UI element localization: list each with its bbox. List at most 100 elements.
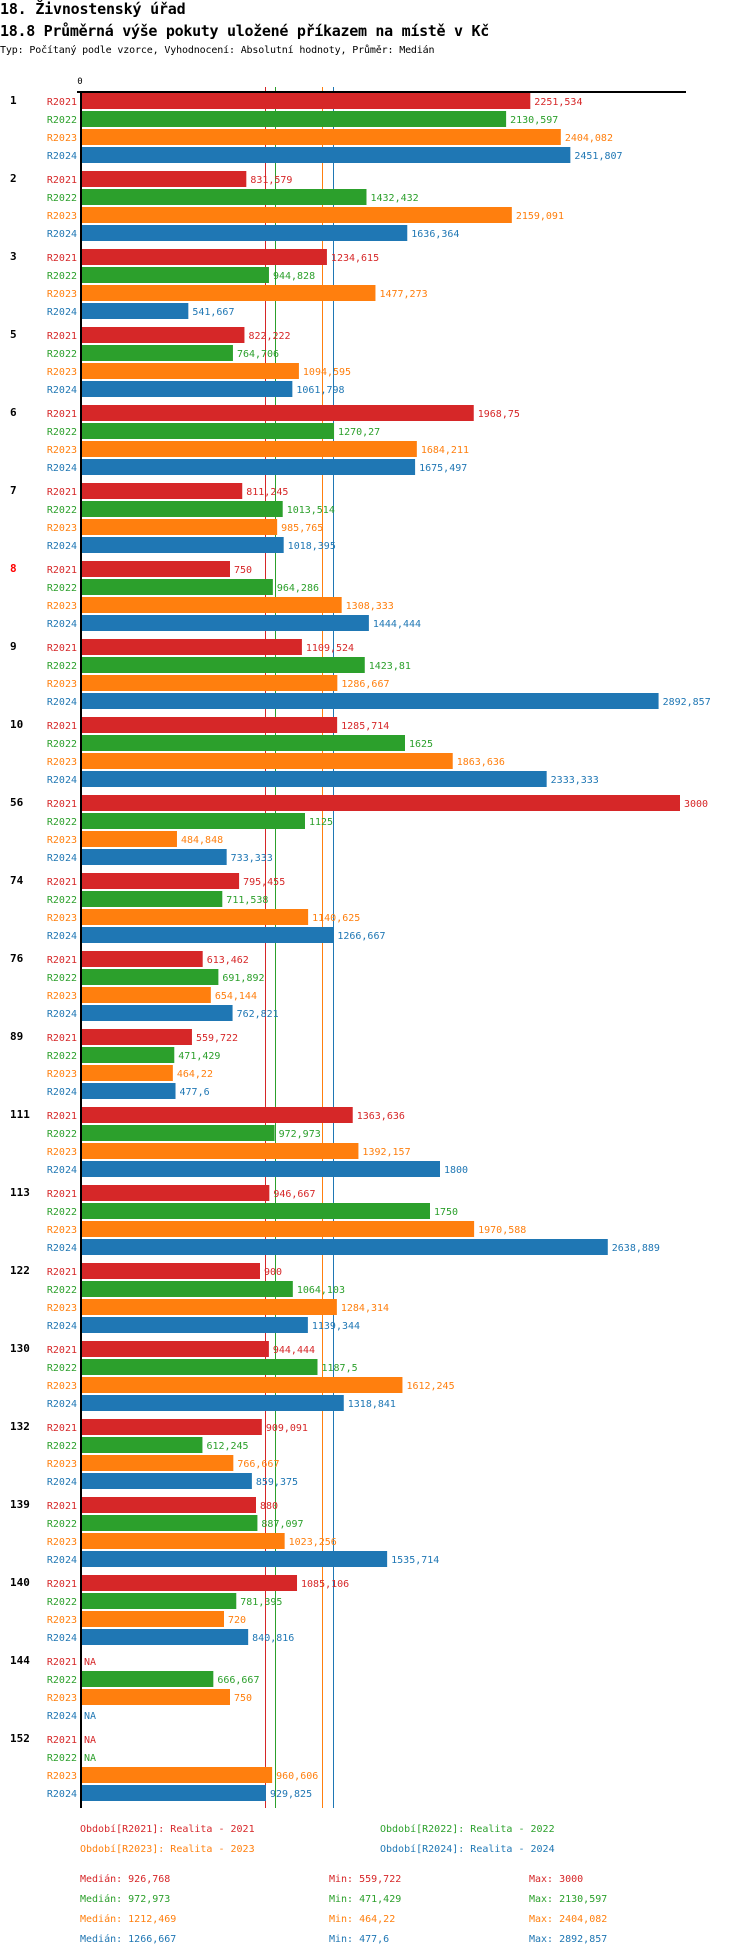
bar bbox=[80, 171, 247, 187]
value-label: 666,667 bbox=[217, 1675, 259, 1686]
bar bbox=[80, 207, 512, 223]
bar bbox=[80, 111, 507, 127]
bar bbox=[80, 1611, 224, 1627]
value-label: 964,286 bbox=[277, 583, 319, 594]
series-label: R2023 bbox=[47, 1069, 77, 1080]
value-label: 762,821 bbox=[237, 1009, 279, 1020]
group-label: 2 bbox=[10, 172, 17, 185]
value-label: 1284,314 bbox=[341, 1303, 389, 1314]
bar bbox=[80, 1377, 403, 1393]
bar bbox=[80, 1689, 230, 1705]
bar bbox=[80, 735, 405, 751]
series-label: R2023 bbox=[47, 211, 77, 222]
value-label: 2130,597 bbox=[510, 115, 558, 126]
series-label: R2023 bbox=[47, 1147, 77, 1158]
bar bbox=[80, 1125, 275, 1141]
series-label: R2021 bbox=[47, 1501, 77, 1512]
value-label: 946,667 bbox=[273, 1189, 315, 1200]
series-label: R2021 bbox=[47, 97, 77, 108]
series-label: R2021 bbox=[47, 877, 77, 888]
bar bbox=[80, 519, 278, 535]
bar bbox=[80, 1551, 388, 1567]
series-label: R2024 bbox=[47, 541, 77, 552]
series-label: R2023 bbox=[47, 1615, 77, 1626]
series-label: R2021 bbox=[47, 1423, 77, 1434]
series-label: R2023 bbox=[47, 1537, 77, 1548]
series-label: R2024 bbox=[47, 1789, 77, 1800]
series-label: R2022 bbox=[47, 1051, 77, 1062]
series-label: R2021 bbox=[47, 1033, 77, 1044]
stat-median-r2024: Medián: 1266,667 bbox=[80, 1934, 177, 1945]
value-label: 711,538 bbox=[226, 895, 268, 906]
value-label: 464,22 bbox=[177, 1069, 213, 1080]
legend-item-r2022: Období[R2022]: Realita - 2022 bbox=[380, 1824, 555, 1835]
bar bbox=[80, 1497, 256, 1513]
bar bbox=[80, 1419, 262, 1435]
value-label: 541,667 bbox=[192, 307, 234, 318]
value-label: 1625 bbox=[409, 739, 433, 750]
series-label: R2021 bbox=[47, 1345, 77, 1356]
value-label: 1363,636 bbox=[357, 1111, 405, 1122]
bar bbox=[80, 771, 547, 787]
value-label: 1109,524 bbox=[306, 643, 354, 654]
series-label: R2024 bbox=[47, 229, 77, 240]
series-label: R2024 bbox=[47, 1477, 77, 1488]
bar bbox=[80, 561, 230, 577]
bar bbox=[80, 1533, 285, 1549]
bar bbox=[80, 267, 269, 283]
series-label: R2022 bbox=[47, 1753, 77, 1764]
group-label: 10 bbox=[10, 718, 23, 731]
series-label: R2023 bbox=[47, 367, 77, 378]
series-label: R2023 bbox=[47, 1693, 77, 1704]
group-label: 8 bbox=[10, 562, 17, 575]
value-label: 766,667 bbox=[237, 1459, 279, 1470]
series-label: R2022 bbox=[47, 1207, 77, 1218]
series-label: R2022 bbox=[47, 1597, 77, 1608]
series-label: R2021 bbox=[47, 799, 77, 810]
bar bbox=[80, 441, 417, 457]
section-title: 18. Živnostenský úřad bbox=[0, 0, 186, 18]
bar bbox=[80, 1317, 308, 1333]
stat-max-r2023: Max: 2404,082 bbox=[529, 1914, 608, 1925]
bar bbox=[80, 1161, 440, 1177]
bar bbox=[80, 969, 219, 985]
value-label: 1318,841 bbox=[348, 1399, 396, 1410]
series-label: R2021 bbox=[47, 1189, 77, 1200]
bar bbox=[80, 285, 376, 301]
value-label: 1187,5 bbox=[322, 1363, 358, 1374]
chart-subtitle: Typ: Počítaný podle vzorce, Vyhodnocení:… bbox=[0, 45, 435, 56]
series-label: R2024 bbox=[47, 697, 77, 708]
bar bbox=[80, 1263, 260, 1279]
value-label: 1125 bbox=[309, 817, 333, 828]
series-label: R2023 bbox=[47, 757, 77, 768]
series-label: R2022 bbox=[47, 1519, 77, 1530]
value-label: 1392,157 bbox=[362, 1147, 410, 1158]
value-label: 484,848 bbox=[181, 835, 223, 846]
value-label: 972,973 bbox=[279, 1129, 321, 1140]
series-label: R2021 bbox=[47, 955, 77, 966]
series-label: R2024 bbox=[47, 1009, 77, 1020]
bar bbox=[80, 579, 273, 595]
series-label: R2021 bbox=[47, 1579, 77, 1590]
group-label: 139 bbox=[10, 1498, 30, 1511]
value-label: 3000 bbox=[684, 799, 708, 810]
value-label: 1085,106 bbox=[301, 1579, 349, 1590]
bar bbox=[80, 1515, 258, 1531]
value-label: 929,825 bbox=[270, 1789, 312, 1800]
group-label: 9 bbox=[10, 640, 17, 653]
value-label: 1863,636 bbox=[457, 757, 505, 768]
series-label: R2024 bbox=[47, 1633, 77, 1644]
bar bbox=[80, 1239, 608, 1255]
series-label: R2021 bbox=[47, 643, 77, 654]
bar bbox=[80, 951, 203, 967]
bar bbox=[80, 1005, 233, 1021]
series-label: R2022 bbox=[47, 1675, 77, 1686]
stat-max-r2021: Max: 3000 bbox=[529, 1874, 584, 1885]
bar bbox=[80, 225, 408, 241]
value-label: 985,765 bbox=[281, 523, 323, 534]
bar bbox=[80, 147, 571, 163]
bar bbox=[80, 987, 211, 1003]
group-label: 140 bbox=[10, 1576, 30, 1589]
value-label: 2333,333 bbox=[551, 775, 599, 786]
stat-max-r2022: Max: 2130,597 bbox=[529, 1894, 608, 1905]
